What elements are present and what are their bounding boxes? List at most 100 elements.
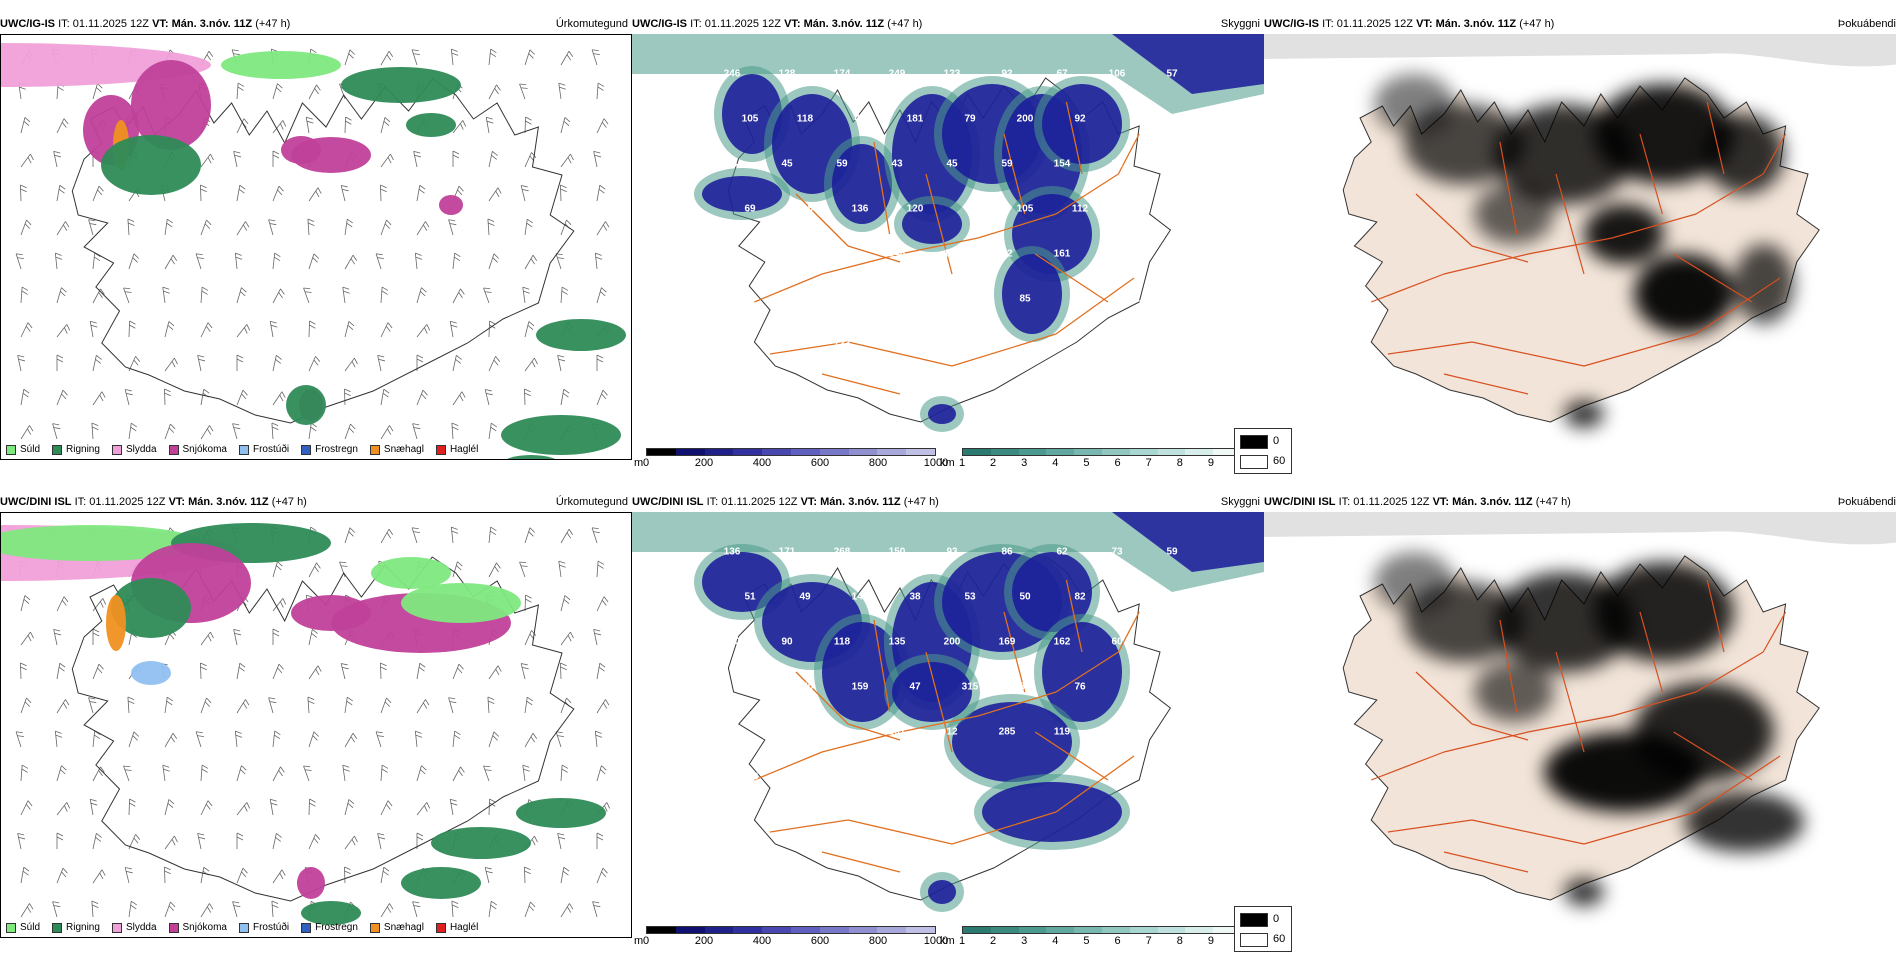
vt-label: VT: <box>800 496 818 508</box>
legend-swatch <box>6 922 16 933</box>
wind-barb <box>123 765 132 782</box>
legend-swatch <box>301 444 312 455</box>
data-area <box>516 798 606 828</box>
wind-barb <box>380 219 392 236</box>
model-name: UWC/DINI ISL <box>1264 496 1336 508</box>
cloud-base-value: 112 <box>1071 293 1089 305</box>
cloud-base-value: 136 <box>723 546 741 558</box>
wind-barb <box>452 730 461 748</box>
wind-barb <box>452 150 460 167</box>
wind-barb <box>380 425 394 440</box>
wind-barb <box>272 185 284 202</box>
legend-label: Súld <box>20 444 41 455</box>
wind-barb <box>412 423 421 440</box>
wind-barb <box>236 82 245 100</box>
wind-barb <box>416 324 431 338</box>
road <box>1499 141 1518 235</box>
wind-barb <box>414 730 423 748</box>
visibility-areas <box>632 34 1264 114</box>
legend-swatch <box>301 922 312 933</box>
visibility-colorbar: km 12345678910 <box>940 926 1248 948</box>
visibility-tick: 3 <box>1021 935 1028 947</box>
wind-barb <box>308 629 318 646</box>
visibility-tick: 2 <box>990 935 997 947</box>
cloud-base-value: 62 <box>1166 158 1178 170</box>
wind-barb <box>56 596 69 612</box>
visibility-tick: 3 <box>1021 457 1028 469</box>
cloud-base-value: 249 <box>888 68 906 80</box>
it-label: IT: <box>1322 18 1334 30</box>
wind-barb <box>92 663 104 680</box>
wind-barb <box>92 598 107 612</box>
precip-legend-item: Haglél <box>435 444 478 455</box>
vt-label: VT: <box>168 496 186 508</box>
wind-barb <box>411 527 420 544</box>
data-area <box>401 583 521 623</box>
wind-barb <box>560 184 567 202</box>
wind-barb <box>308 798 316 816</box>
cloud-base-tick: 1000 <box>923 935 949 947</box>
wind-barb <box>20 697 32 714</box>
cloud-base-value: 210 <box>1181 203 1199 215</box>
wind-barb <box>380 866 390 884</box>
cloud-base-value: 123 <box>833 338 851 350</box>
fog-map-svg <box>1264 512 1896 906</box>
wind-barb <box>20 631 34 646</box>
wind-barb <box>524 49 536 66</box>
wind-barb <box>593 628 602 646</box>
road <box>1706 579 1725 653</box>
vt-label: VT: <box>1432 496 1450 508</box>
precip-legend-item: Frostregn <box>301 922 358 933</box>
wind-barb <box>524 116 532 134</box>
it-label: IT: <box>706 496 719 508</box>
road <box>847 341 953 367</box>
wind-barb <box>164 254 178 270</box>
wind-barb <box>20 800 33 816</box>
wind-barb <box>560 50 574 66</box>
cloud-base-tick: 1000 <box>923 457 949 469</box>
fog-map[interactable] <box>1264 34 1896 448</box>
wind-barb <box>342 286 350 304</box>
fog-legend: 0 60 <box>1234 906 1292 952</box>
panel-header: UWC/DINI ISL IT: 01.11.2025 12Z VT: Mán.… <box>0 496 632 512</box>
data-area <box>297 867 325 899</box>
cloud-vis-map[interactable]: 246 128 174 249 123 92 67 106 57 105 118 48 181 79 200… <box>632 34 1264 448</box>
cloud-base-value: 128 <box>778 68 796 80</box>
wind-barb <box>272 83 283 100</box>
road <box>754 273 823 303</box>
road <box>1706 101 1725 175</box>
visibility-unit: km <box>940 457 955 469</box>
road <box>1003 133 1026 215</box>
wind-barb <box>272 598 287 612</box>
data-area <box>1634 254 1734 334</box>
legend-swatch <box>369 444 380 455</box>
it-value: 01.11.2025 12Z <box>721 496 798 508</box>
precip-legend-item: Rigning <box>52 444 100 455</box>
road <box>873 619 891 713</box>
precip-map[interactable] <box>0 512 632 938</box>
wind-barb <box>596 184 606 202</box>
wind-barb <box>272 869 286 884</box>
wind-barb <box>164 835 178 850</box>
cloud-base-value: 18 <box>854 293 866 305</box>
cloud-base-bar <box>646 448 936 456</box>
data-area <box>1684 792 1804 852</box>
fog-map[interactable] <box>1264 512 1896 926</box>
legend-swatch <box>52 922 63 933</box>
precip-map[interactable] <box>0 34 632 460</box>
cloud-base-value: 161 <box>1053 248 1071 260</box>
legend-label: Frostregn <box>315 922 358 933</box>
data-area <box>1544 732 1704 812</box>
lead-time: (+47 h) <box>903 496 939 508</box>
wind-barb <box>54 730 63 748</box>
cloud-base-value: 152 <box>1108 248 1126 260</box>
wind-barb <box>56 354 64 371</box>
fog-legend-white <box>1240 455 1268 469</box>
wind-barb <box>53 150 62 168</box>
wind-barb <box>524 218 533 236</box>
cloud-base-value: 12 <box>946 726 958 738</box>
cloud-base-value: 268 <box>833 546 851 558</box>
wind-barb <box>596 287 607 304</box>
cloud-vis-map[interactable]: 136 171 268 150 93 86 62 73 59 51 49 146 38 53 50 82 47 5… <box>632 512 1264 926</box>
wind-barb <box>519 561 528 578</box>
